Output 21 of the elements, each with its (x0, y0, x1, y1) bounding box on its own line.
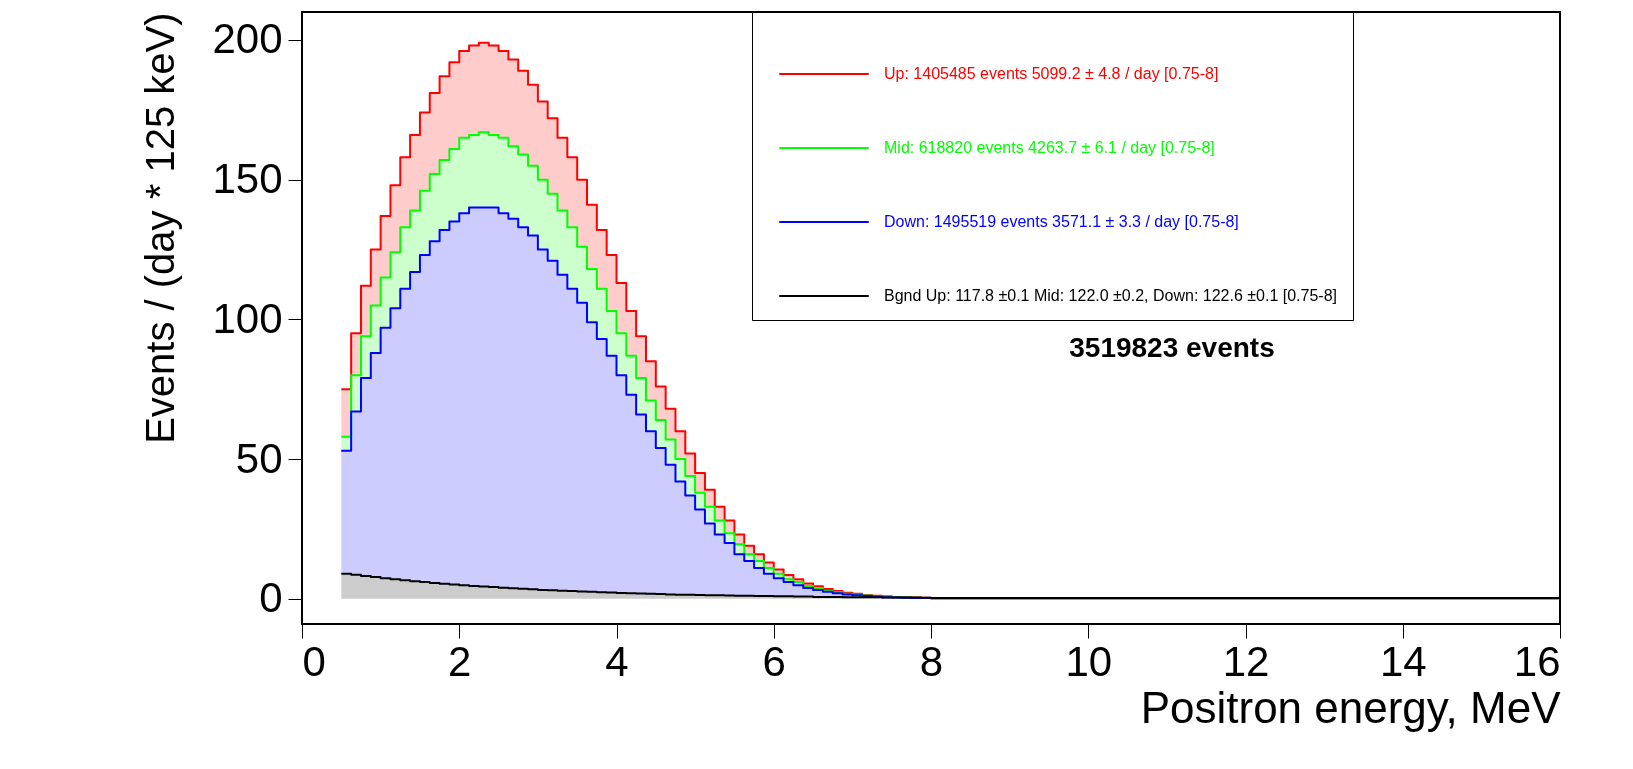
x-tick-label: 10 (1065, 637, 1113, 685)
text: Down: 1495519 events 3571.1 ± 3.3 / day [0.75-8] (884, 213, 1239, 230)
x-tick-label: 2 (448, 637, 472, 685)
x-tick-label: 6 (762, 637, 786, 685)
annotation: 3519823 events (1069, 332, 1275, 363)
x-tick-label: 0 (302, 637, 326, 685)
y-tick-label: 100 (212, 294, 283, 342)
x-tick-label: 4 (605, 637, 629, 685)
x-tick-label: 14 (1379, 637, 1427, 685)
y-tick-label: 200 (212, 15, 283, 63)
text: Up: 1405485 events 5099.2 ± 4.8 / day [0.75-8] (884, 65, 1219, 82)
x-tick-label: 8 (919, 637, 944, 685)
x-tick-label: 16 (1513, 637, 1561, 685)
text: Bgnd Up: 117.8 ±0.1 Mid: 122.0 ±0.2, Down: 122.6 ±0.1 [0.75-8] (884, 287, 1337, 304)
y-tick-label: 0 (259, 574, 283, 622)
y-tick-label: 150 (212, 155, 283, 203)
x-tick-label: 12 (1222, 637, 1270, 685)
text: Mid: 618820 events 4263.7 ± 6.1 / day [0.75-8] (884, 139, 1215, 156)
x-axis-title: Positron energy, MeV (1140, 682, 1562, 732)
y-axis-title: Events / (day * 125 keV) (138, 12, 183, 444)
y-tick-label: 50 (235, 434, 283, 482)
